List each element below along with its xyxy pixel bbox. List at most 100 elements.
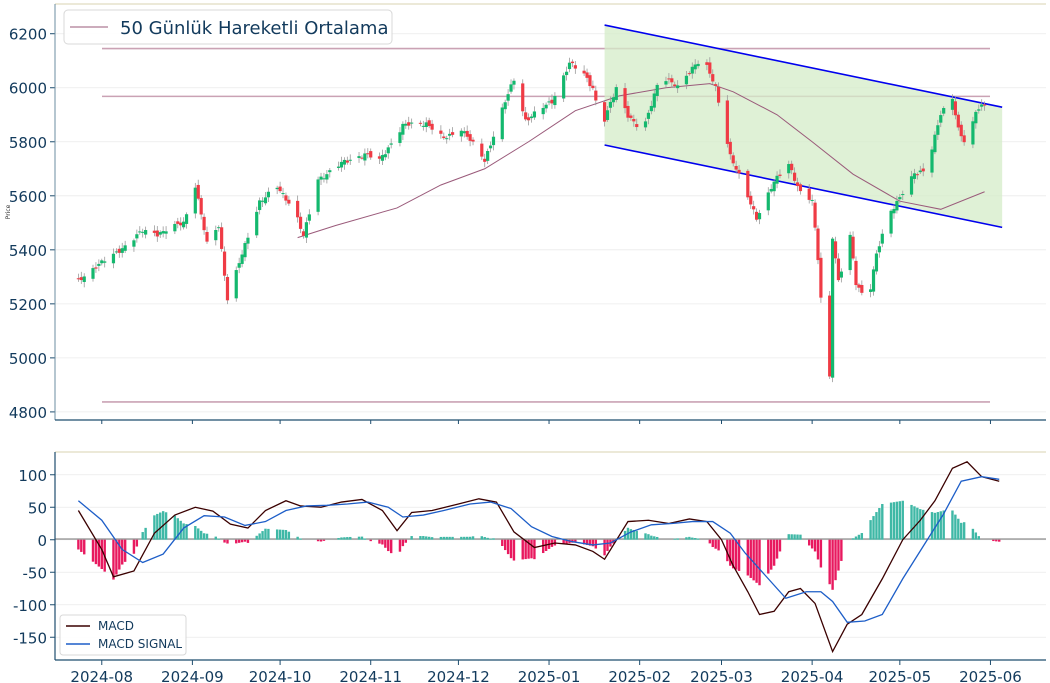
candle-down [591,85,595,89]
candle-down [570,61,575,64]
macd-hist-bar-pos [787,534,790,540]
x-tick-label: 2024-12 [427,668,490,683]
macd-hist-bar-pos [960,522,963,540]
macd-hist-bar-pos [895,501,899,540]
candle-up [652,93,656,108]
macd-hist-bar-pos [144,527,147,540]
candle-down [813,202,817,228]
macd-lines [77,460,1000,654]
macd-hist-bar-pos [869,520,872,540]
macd-hist-bar-neg [381,539,384,545]
price-panel: 4800 5000 5200 5400 5600 5800 6000 6200 Price 5… [5,3,1046,422]
price-legend-box [63,9,393,45]
macd-hist-bar-pos [284,530,288,540]
candle-up [880,233,884,244]
macd-legend: MACD MACD SIGNAL [59,614,187,656]
candle-up [877,246,881,253]
candle-down [708,62,712,74]
macd-hist-bar-neg [755,539,758,583]
macd-hist-bar-pos [913,506,916,540]
macd-hist-bar-pos [182,523,185,540]
macd-hist-bar-neg [240,539,244,543]
candle-up [503,102,507,110]
candle-up [214,230,218,241]
macd-hist-bar-neg [524,539,527,560]
candle-up [912,173,917,179]
macd-hist-bar-pos [685,537,688,540]
candle-up [135,234,139,239]
candle-down [860,285,864,293]
candle-up [874,253,879,272]
macd-ytick-label: 0 [37,532,47,550]
macd-hist-bar-neg [732,539,735,569]
candle-up [386,147,390,154]
price-ytick-label: 4800 [9,404,47,422]
macd-hist-bar-neg [246,539,250,543]
candle-down [594,90,598,101]
candle-up [401,123,405,135]
macd-hist-bar-pos [799,534,802,540]
macd-hist-bar-pos [199,530,203,540]
x-tick-label: 2025-04 [781,668,844,683]
macd-hist-bar-pos [872,516,875,540]
candle-up [263,197,268,204]
macd-hist-bar-pos [656,536,659,540]
macd-hist-bar-pos [445,536,448,540]
macd-hist-bar-pos [179,520,182,540]
candle-up [336,166,341,168]
x-tick-label: 2025-02 [608,668,671,683]
macd-hist-bar-neg [828,539,831,585]
macd-hist-bar-neg [992,539,995,542]
macd-hist-bar-pos [939,511,942,540]
macd-hist-bar-neg [115,539,118,575]
candle-up [342,159,347,165]
macd-hist-bar-neg [237,539,241,543]
macd-hist-bar-neg [717,539,720,551]
macd-hist-bar-pos [185,524,188,540]
macd-hist-bar-pos [255,535,258,540]
macd-hist-bar-neg [752,539,755,581]
macd-hist-bar-neg [775,539,779,559]
macd-hist-bar-neg [132,539,136,554]
candle-up [512,80,516,85]
candle-up [696,63,700,67]
macd-hist-bar-pos [673,538,676,540]
candle-up [132,240,136,247]
macd-hist-bar-neg [565,539,568,544]
candle-down [728,141,732,155]
candle-down [117,248,121,253]
candle-down [155,230,159,237]
x-tick-label: 2024-11 [339,668,402,683]
macd-hist-bar-pos [267,528,270,540]
candle-up [260,200,265,202]
candle-up [950,98,955,110]
macd-hist-bar-pos [281,529,285,540]
candle-down [734,165,738,170]
macd-hist-bar-pos [919,509,922,540]
macd-signal-line [77,476,1000,623]
candle-up [980,104,984,107]
macd-hist-bar-neg [819,539,823,568]
macd-hist-bar-neg [813,539,817,552]
candle-up [664,81,668,85]
candle-up [111,253,116,264]
candle-up [158,232,162,235]
macd-hist-bar-neg [223,539,226,543]
candle-up [509,84,513,92]
candle-up [676,85,680,89]
price-ytick-label: 5400 [9,242,47,260]
candle-down [854,260,858,286]
candle-down [915,174,919,176]
macd-hist-bar-neg [91,539,95,562]
candle-up [898,197,902,200]
candle-down [377,156,382,159]
candle-down [819,257,823,298]
candle-up [91,268,95,279]
price-ytick-label: 5200 [9,296,47,314]
macd-ytick-label: -150 [13,629,47,647]
candle-up [611,97,615,103]
candle-up [693,64,697,70]
macd-hist-bar-pos [275,529,279,540]
candle-up [567,62,572,70]
candle-up [977,109,981,111]
